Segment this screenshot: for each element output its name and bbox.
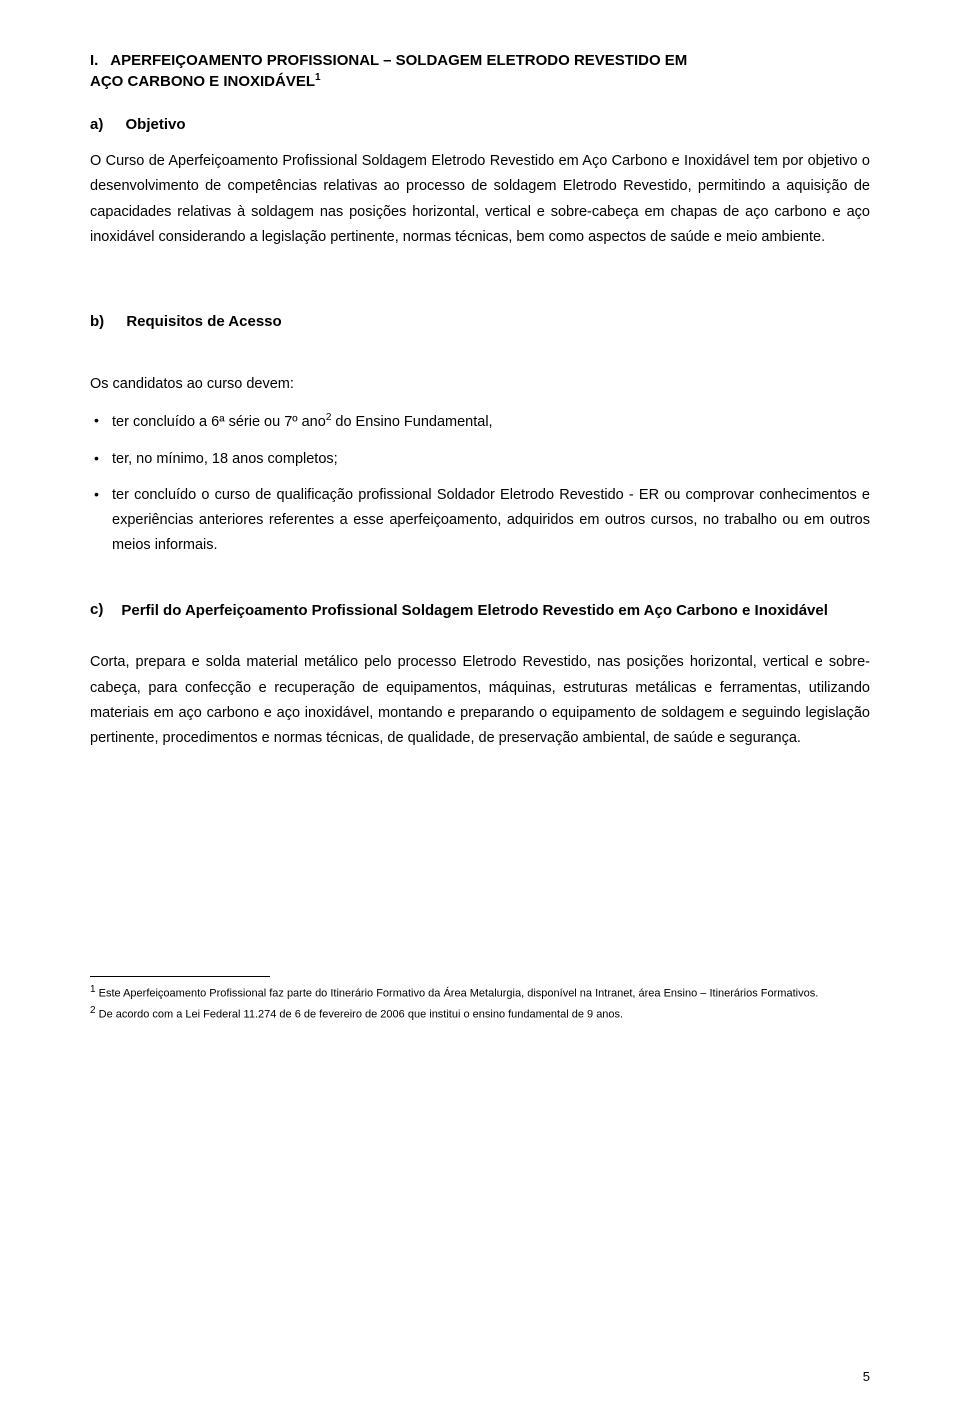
section-b-letter: b) <box>90 313 104 330</box>
li-text-pre: ter concluído o curso de qualificação pr… <box>112 487 870 552</box>
section-b-intro: Os candidatos ao curso devem: <box>90 372 870 397</box>
section-b-list: ter concluído a 6ª série ou 7º ano2 do E… <box>90 409 870 557</box>
list-item: ter, no mínimo, 18 anos completos; <box>90 447 870 472</box>
document-page: I. APERFEIÇOAMENTO PROFISSIONAL – SOLDAG… <box>0 0 960 1402</box>
title-line2: AÇO CARBONO E INOXIDÁVEL <box>90 73 315 90</box>
li-text-pre: ter, no mínimo, 18 anos completos; <box>112 451 338 467</box>
footnote-2: 2 De acordo com a Lei Federal 11.274 de … <box>90 1004 870 1023</box>
footnote-1: 1 Este Aperfeiçoamento Profissional faz … <box>90 983 870 1002</box>
section-c-letter: c) <box>90 601 103 621</box>
footnote-separator <box>90 976 270 977</box>
section-a-heading: a) Objetivo <box>90 116 870 133</box>
section-b-heading: b) Requisitos de Acesso <box>90 313 870 330</box>
title-prefix: I. <box>90 52 98 69</box>
section-c-heading: c) Perfil do Aperfeiçoamento Profissiona… <box>90 601 870 621</box>
list-item: ter concluído o curso de qualificação pr… <box>90 483 870 557</box>
section-a-para: O Curso de Aperfeiçoamento Profissional … <box>90 149 870 251</box>
section-a-heading-text: Objetivo <box>126 116 186 133</box>
title-sup: 1 <box>315 72 321 83</box>
section-b-heading-text: Requisitos de Acesso <box>126 313 281 330</box>
section-c-para: Corta, prepara e solda material metálico… <box>90 650 870 752</box>
li-text-pre: ter concluído a 6ª série ou 7º ano <box>112 414 326 430</box>
footnote-text: Este Aperfeiçoamento Profissional faz pa… <box>96 987 819 999</box>
li-text-post: do Ensino Fundamental, <box>331 414 492 430</box>
footnote-text: De acordo com a Lei Federal 11.274 de 6 … <box>96 1008 624 1020</box>
page-number: 5 <box>863 1369 870 1384</box>
section-c-heading-text: Perfil do Aperfeiçoamento Profissional S… <box>121 601 828 621</box>
list-item: ter concluído a 6ª série ou 7º ano2 do E… <box>90 409 870 434</box>
section-a-letter: a) <box>90 116 103 133</box>
title-line1: APERFEIÇOAMENTO PROFISSIONAL – SOLDAGEM … <box>110 52 687 69</box>
doc-title: I. APERFEIÇOAMENTO PROFISSIONAL – SOLDAG… <box>90 50 870 92</box>
